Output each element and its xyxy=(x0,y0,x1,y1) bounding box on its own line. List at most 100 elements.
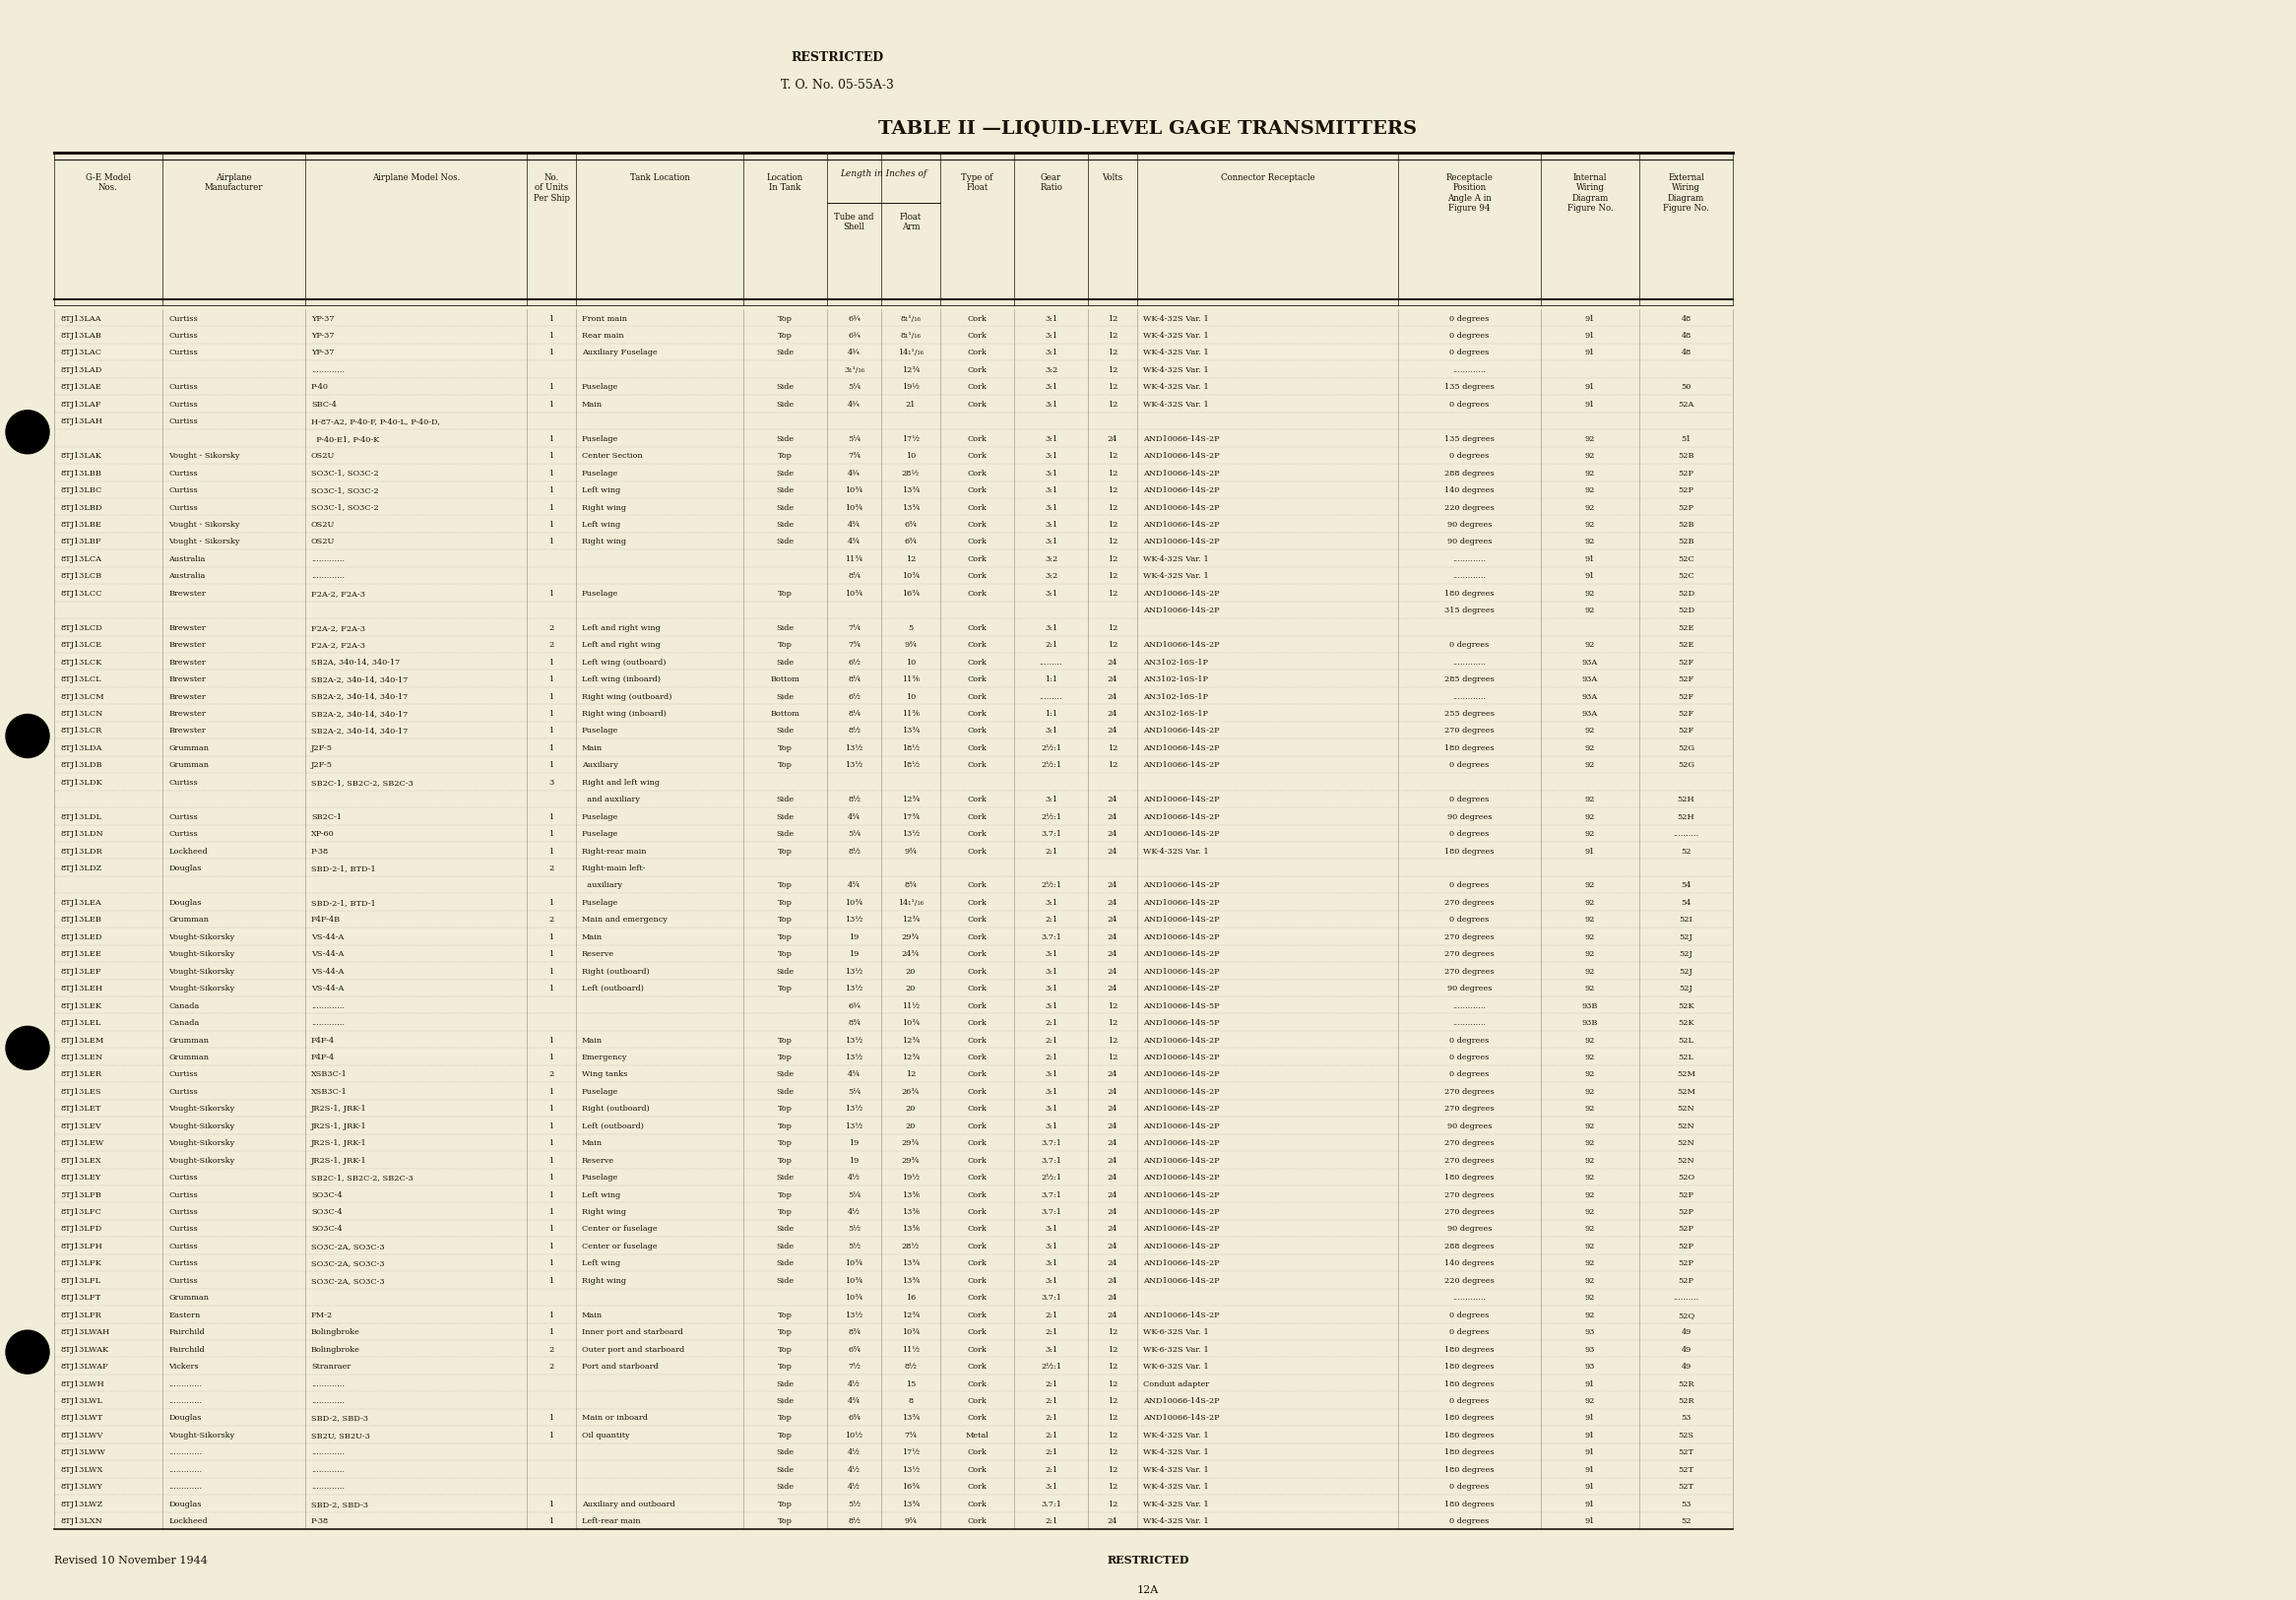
Text: 8TJ13LCD: 8TJ13LCD xyxy=(60,624,101,632)
Text: 1: 1 xyxy=(549,400,553,408)
Text: 140 degrees: 140 degrees xyxy=(1444,486,1495,494)
Text: 8TJ13LDR: 8TJ13LDR xyxy=(60,848,101,856)
Text: 52M: 52M xyxy=(1676,1070,1694,1078)
Text: SBD-2, SBD-3: SBD-2, SBD-3 xyxy=(312,1414,367,1422)
Text: 8TJ13LAF: 8TJ13LAF xyxy=(60,400,101,408)
Text: 12: 12 xyxy=(1107,1053,1118,1061)
Text: 92: 92 xyxy=(1584,950,1596,958)
Text: Bolingbroke: Bolingbroke xyxy=(312,1328,360,1336)
Text: 3:1: 3:1 xyxy=(1045,486,1058,494)
Text: Auxiliary and outboard: Auxiliary and outboard xyxy=(581,1501,675,1509)
Text: 52F: 52F xyxy=(1678,675,1694,683)
Text: Bottom: Bottom xyxy=(771,710,799,718)
Text: .............: ............. xyxy=(312,1002,344,1010)
Text: 92: 92 xyxy=(1584,504,1596,512)
Text: 12³⁄₄: 12³⁄₄ xyxy=(902,1037,921,1045)
Text: 52F: 52F xyxy=(1678,710,1694,718)
Text: 1: 1 xyxy=(549,1501,553,1509)
Text: Connector Receptacle: Connector Receptacle xyxy=(1221,173,1316,182)
Text: SO3C-2A, SO3C-3: SO3C-2A, SO3C-3 xyxy=(312,1259,386,1267)
Text: Cork: Cork xyxy=(967,1190,987,1198)
Text: 24: 24 xyxy=(1107,813,1118,821)
Text: Top: Top xyxy=(778,315,792,323)
Text: 8¹⁄₂: 8¹⁄₂ xyxy=(847,726,861,734)
Text: Cork: Cork xyxy=(967,1070,987,1078)
Text: .............: ............. xyxy=(168,1397,202,1405)
Circle shape xyxy=(7,714,48,758)
Text: WK-4-32S Var. 1: WK-4-32S Var. 1 xyxy=(1143,349,1208,357)
Text: 52P: 52P xyxy=(1678,469,1694,477)
Text: 1: 1 xyxy=(549,675,553,683)
Text: 13¹⁄₂: 13¹⁄₂ xyxy=(845,968,863,976)
Text: 3:1: 3:1 xyxy=(1045,1226,1058,1234)
Text: 12: 12 xyxy=(1107,1346,1118,1354)
Text: Vought-Sikorsky: Vought-Sikorsky xyxy=(168,1122,234,1130)
Text: 52G: 52G xyxy=(1678,744,1694,752)
Text: 52F: 52F xyxy=(1678,693,1694,701)
Text: 52D: 52D xyxy=(1678,606,1694,614)
Text: 3:1: 3:1 xyxy=(1045,795,1058,803)
Text: 140 degrees: 140 degrees xyxy=(1444,1259,1495,1267)
Text: 24: 24 xyxy=(1107,1122,1118,1130)
Text: 91: 91 xyxy=(1584,555,1596,563)
Text: 2:1: 2:1 xyxy=(1045,1379,1058,1387)
Text: 91: 91 xyxy=(1584,1414,1596,1422)
Text: 12: 12 xyxy=(1107,1002,1118,1010)
Text: Cork: Cork xyxy=(967,453,987,461)
Text: Fuselage: Fuselage xyxy=(581,384,618,392)
Text: Left (outboard): Left (outboard) xyxy=(581,984,643,992)
Text: Cork: Cork xyxy=(967,882,987,890)
Text: 180 degrees: 180 degrees xyxy=(1444,1466,1495,1474)
Text: 8¹⁄₂: 8¹⁄₂ xyxy=(847,795,861,803)
Text: 8TJ13LDB: 8TJ13LDB xyxy=(60,762,101,770)
Text: 52F: 52F xyxy=(1678,726,1694,734)
Text: 8TJ13LDK: 8TJ13LDK xyxy=(60,779,101,787)
Text: 14₁¹/₁₆: 14₁¹/₁₆ xyxy=(898,349,923,357)
Text: 8TJ13LFD: 8TJ13LFD xyxy=(60,1226,101,1234)
Text: 52F: 52F xyxy=(1678,658,1694,666)
Text: Australia: Australia xyxy=(168,573,204,581)
Text: 8TJ13LEX: 8TJ13LEX xyxy=(60,1157,101,1165)
Text: Cork: Cork xyxy=(967,555,987,563)
Text: 24: 24 xyxy=(1107,1106,1118,1114)
Text: Curtiss: Curtiss xyxy=(168,1277,197,1285)
Text: 2¹⁄₂:1: 2¹⁄₂:1 xyxy=(1040,744,1061,752)
Text: 19: 19 xyxy=(850,1139,859,1147)
Text: 2:1: 2:1 xyxy=(1045,1432,1058,1440)
Text: 2:1: 2:1 xyxy=(1045,1037,1058,1045)
Text: AND10066-14S-2P: AND10066-14S-2P xyxy=(1143,813,1219,821)
Text: 1: 1 xyxy=(549,658,553,666)
Text: 8TJ13LWX: 8TJ13LWX xyxy=(60,1466,103,1474)
Text: AND10066-14S-2P: AND10066-14S-2P xyxy=(1143,1106,1219,1114)
Text: Side: Side xyxy=(776,1483,794,1491)
Text: WK-4-32S Var. 1: WK-4-32S Var. 1 xyxy=(1143,331,1208,339)
Text: Cork: Cork xyxy=(967,795,987,803)
Text: SB2C-1: SB2C-1 xyxy=(312,813,342,821)
Text: AND10066-14S-2P: AND10066-14S-2P xyxy=(1143,917,1219,923)
Text: Left wing: Left wing xyxy=(581,486,620,494)
Text: 52E: 52E xyxy=(1678,624,1694,632)
Text: 3:1: 3:1 xyxy=(1045,1259,1058,1267)
Text: 0 degrees: 0 degrees xyxy=(1449,1312,1490,1318)
Text: 1: 1 xyxy=(549,1414,553,1422)
Text: 24: 24 xyxy=(1107,1294,1118,1302)
Text: 11¹⁄₂: 11¹⁄₂ xyxy=(902,1346,921,1354)
Text: 0 degrees: 0 degrees xyxy=(1449,453,1490,461)
Text: 1: 1 xyxy=(549,1106,553,1114)
Text: Cork: Cork xyxy=(967,658,987,666)
Text: 8³⁄₄: 8³⁄₄ xyxy=(847,1019,861,1027)
Text: 8TJ13LBF: 8TJ13LBF xyxy=(60,538,101,546)
Text: 12: 12 xyxy=(1107,1363,1118,1371)
Text: AND10066-14S-2P: AND10066-14S-2P xyxy=(1143,1243,1219,1250)
Text: 2:1: 2:1 xyxy=(1045,1053,1058,1061)
Text: Main: Main xyxy=(581,400,602,408)
Text: AND10066-14S-2P: AND10066-14S-2P xyxy=(1143,984,1219,992)
Text: Fuselage: Fuselage xyxy=(581,589,618,597)
Text: 11³⁄₆: 11³⁄₆ xyxy=(902,675,921,683)
Text: 91: 91 xyxy=(1584,1448,1596,1456)
Text: 15: 15 xyxy=(905,1379,916,1387)
Text: Top: Top xyxy=(778,848,792,856)
Text: SB2A-2, 340-14, 340-17: SB2A-2, 340-14, 340-17 xyxy=(312,726,409,734)
Text: Side: Side xyxy=(776,504,794,512)
Text: Float
Arm: Float Arm xyxy=(900,213,921,232)
